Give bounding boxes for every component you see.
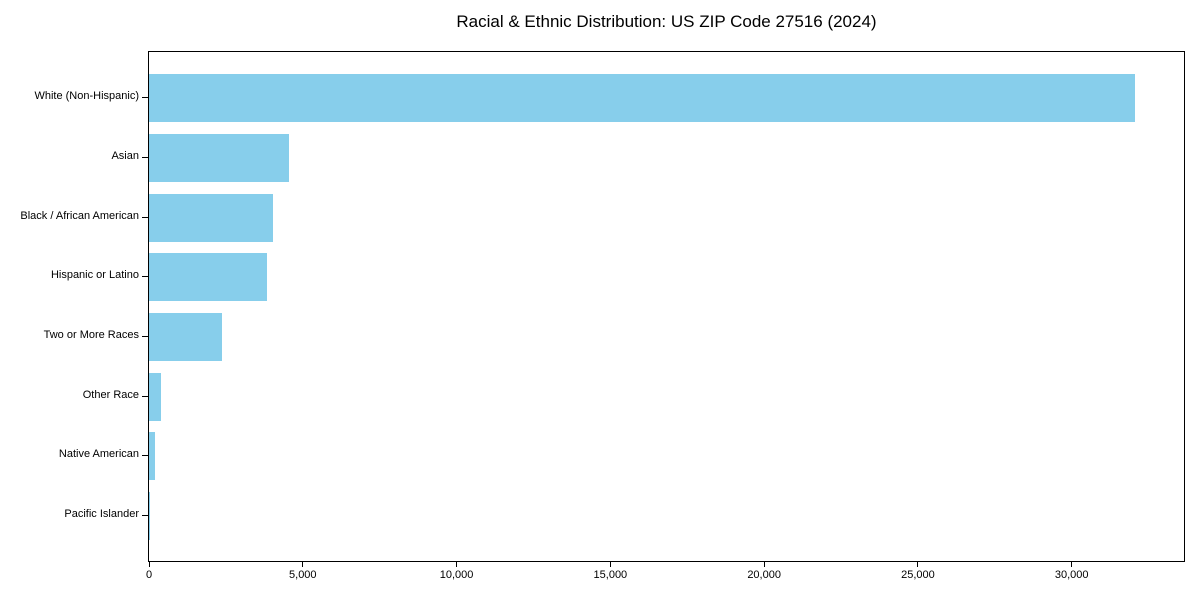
x-tick-mark [1071, 562, 1073, 567]
plot-area [148, 51, 1185, 562]
y-tick-label-other-race: Other Race [82, 388, 139, 401]
y-tick-label-native-american: Native American [58, 448, 139, 461]
chart-title: Racial & Ethnic Distribution: US ZIP Cod… [456, 12, 877, 31]
bar-hispanic-or-latino [149, 253, 268, 302]
bar-other-race [149, 372, 162, 421]
bar-two-or-more-races [149, 312, 222, 361]
x-tick-label-30000: 30,000 [1054, 569, 1089, 581]
y-tick-mark [142, 276, 148, 278]
y-tick-label-white-non-hispanic: White (Non-Hispanic) [34, 90, 139, 103]
x-tick-mark [302, 562, 304, 567]
x-tick-label-5000: 5,000 [289, 569, 317, 581]
x-tick-mark [917, 562, 919, 567]
x-tick-label-15000: 15,000 [593, 569, 628, 581]
x-tick-label-0: 0 [145, 569, 153, 581]
y-tick-mark [142, 216, 148, 218]
y-tick-mark [142, 455, 148, 457]
y-tick-label-asian: Asian [111, 149, 139, 162]
x-tick-label-25000: 25,000 [901, 569, 935, 581]
bar-black-african-american [149, 193, 274, 242]
y-tick-mark [142, 335, 148, 337]
x-tick-label-20000: 20,000 [747, 569, 781, 581]
bar-asian [149, 133, 289, 182]
y-tick-mark [142, 156, 148, 158]
x-tick-mark [456, 562, 458, 567]
y-tick-mark [142, 395, 148, 397]
x-tick-mark [763, 562, 765, 567]
bar-white-non-hispanic [149, 74, 1135, 123]
x-tick-mark [609, 562, 611, 567]
y-tick-label-pacific-islander: Pacific Islander [64, 507, 139, 520]
y-tick-label-two-or-more-races: Two or More Races [43, 328, 139, 341]
y-tick-mark [142, 97, 148, 99]
y-tick-label-black-african-american: Black / African American [20, 209, 139, 222]
bar-native-american [149, 432, 155, 481]
y-tick-label-hispanic-or-latino: Hispanic or Latino [50, 269, 139, 282]
x-tick-label-10000: 10,000 [439, 569, 474, 581]
y-tick-mark [142, 514, 148, 516]
x-tick-mark [148, 562, 150, 567]
